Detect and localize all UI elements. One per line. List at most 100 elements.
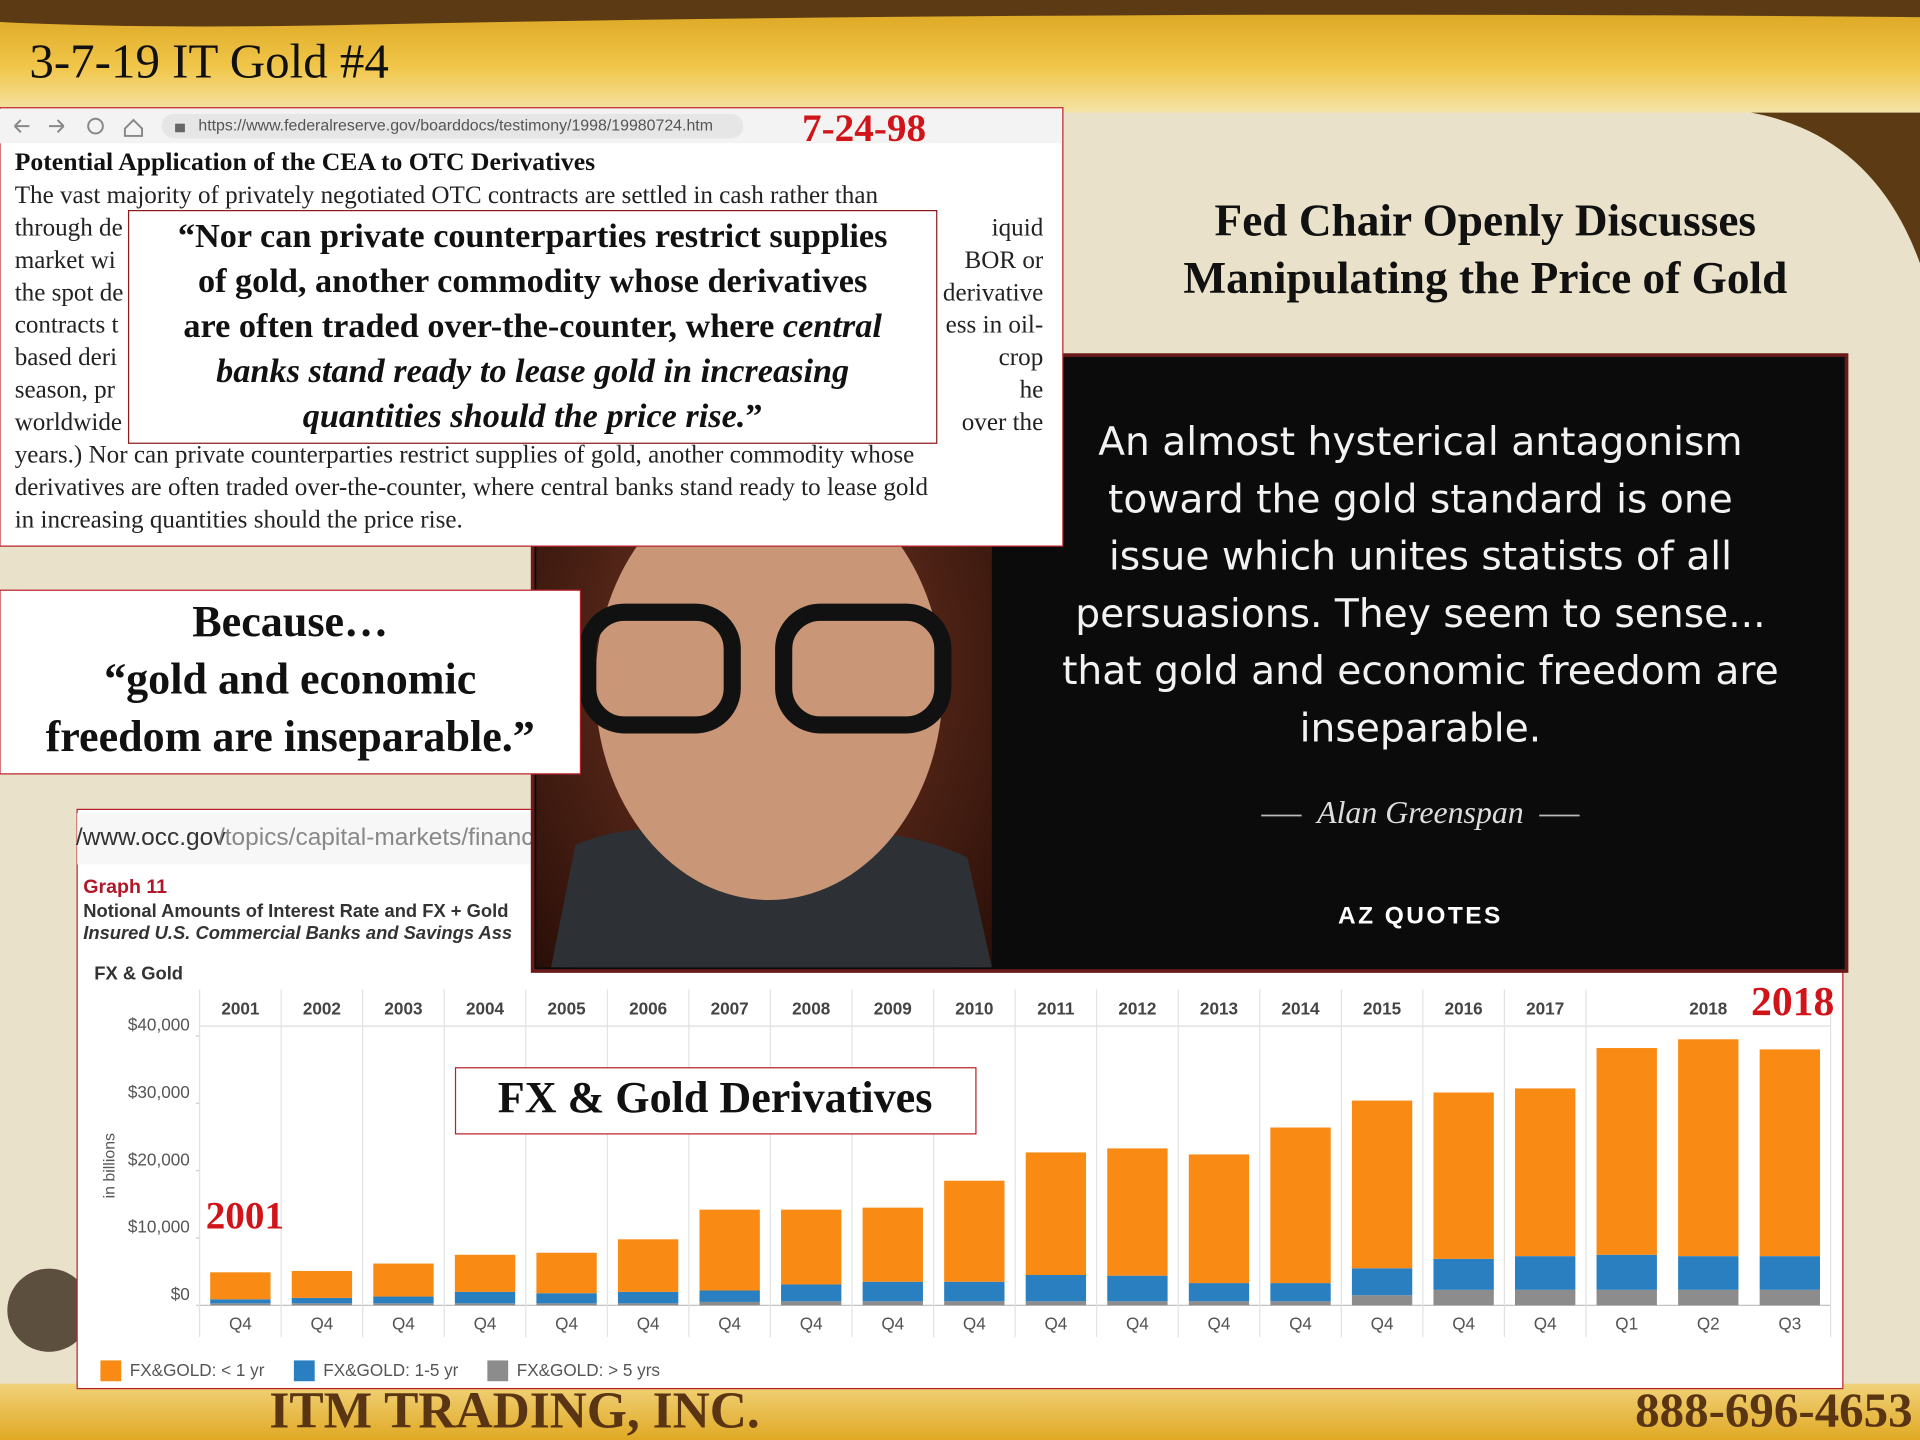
nav-arrows [14,119,65,133]
y-tick-label: $0 [171,1284,190,1304]
section-label: FX & Gold [94,963,183,984]
y-tick-label: $20,000 [128,1149,190,1169]
bar-segment [1270,1301,1331,1306]
bar-segment [1596,1289,1657,1306]
year-label: 2009 [874,999,912,1019]
x-tick-label: Q4 [800,1313,823,1333]
bar-segment [944,1180,1005,1282]
graph-subtitle: Insured U.S. Commercial Banks and Saving… [83,922,512,943]
bar-segment [1351,1295,1413,1306]
y-tick-label: $30,000 [128,1082,190,1102]
doc-text: the spot de [15,279,124,306]
bar-segment [1107,1148,1168,1276]
x-tick-label: Q4 [474,1313,497,1333]
bar-segment [1188,1283,1250,1302]
corner-curve [1751,112,1920,264]
doc-text: worldwide [15,409,122,436]
url-path: /topics/capital-markets/financ [218,824,534,851]
overlay-label: FX & Gold Derivatives [498,1073,933,1122]
legend-label: FX&GOLD: < 1 yr [130,1360,265,1380]
bar-segment [454,1303,516,1306]
card-quote: An almost hysterical antagonism [1098,420,1742,465]
x-tick-label: Q2 [1697,1313,1720,1333]
doc-text: market wi [15,247,116,274]
doc-text: years.) Nor can private counterparties r… [15,442,915,469]
photo-glasses [579,603,741,734]
year-label: 2014 [1281,999,1320,1019]
x-tick-label: Q4 [1534,1313,1557,1333]
x-tick-label: Q4 [1371,1313,1394,1333]
bar-segment [291,1297,353,1304]
doc-text: derivative [943,279,1043,306]
year-label: 2017 [1526,999,1564,1019]
bar-segment [1678,1289,1739,1306]
home-icon [123,118,144,137]
bar-segment [1515,1088,1576,1257]
bar-segment [373,1296,434,1304]
quote-box [127,210,938,444]
bar-segment [862,1207,923,1282]
bar-segment [617,1303,679,1306]
x-tick-label: Q4 [1289,1313,1312,1333]
bar-segment [1759,1256,1821,1290]
bar-segment [210,1303,271,1306]
graph-label: Graph 11 [83,876,167,898]
quote-line: quantities should the price rise.” [303,397,763,435]
because-line: Because… [192,597,388,646]
quote-segment: ” [745,397,762,435]
card-quote: issue which unites statists of all [1109,535,1732,580]
photo-glasses [775,603,952,734]
x-tick-label: Q4 [637,1313,660,1333]
globe-icon [7,1268,91,1352]
year-label: 2013 [1200,999,1238,1019]
bar-segment [1025,1301,1087,1306]
x-tick-label: Q4 [310,1313,333,1333]
doc-text: season, pr [15,377,116,404]
quote-segment: quantities should the price rise. [303,397,746,435]
bar-segment [617,1291,679,1304]
quote-segment: of gold, another commodity whose derivat… [198,262,867,300]
card-quote: toward the gold standard is one [1108,477,1733,522]
year-label: 2016 [1445,999,1483,1019]
x-tick-label: Q3 [1778,1313,1801,1333]
company-name: ITM TRADING, INC. [269,1382,759,1439]
doc-text: crop [999,344,1044,371]
bar-segment [454,1254,516,1292]
footer-band [0,1383,1920,1440]
quote-line: of gold, another commodity whose derivat… [198,262,867,300]
quote-segment: banks stand ready to lease gold in incre… [216,352,849,390]
bar-segment [536,1293,597,1304]
doc-text: ess in oil- [946,312,1044,339]
annotation: 2018 [1751,979,1834,1025]
legend-swatch [100,1360,122,1382]
because-line: freedom are inseparable.” [46,712,535,761]
doc-text: BOR or [964,247,1043,274]
bar-segment [699,1209,760,1291]
bar-segment [944,1281,1005,1302]
year-label: 2004 [466,999,505,1019]
bar-segment [536,1303,597,1306]
year-label: 2018 [1689,999,1727,1019]
url-host: /www.occ.gov [76,824,226,851]
doc-text: through de [15,214,123,241]
card-brand: AZ QUOTES [1338,903,1503,930]
bar-segment [210,1299,271,1304]
bar-segment [210,1272,271,1300]
x-tick-label: Q4 [392,1313,415,1333]
bar-segment [944,1301,1005,1306]
legend-swatch [487,1360,509,1382]
x-tick-label: Q4 [1208,1313,1231,1333]
quote-segment: central [783,307,882,345]
overlay-box [454,1067,977,1135]
card-quote: that gold and economic freedom are [1062,649,1779,694]
header-stripe [0,0,1920,27]
x-tick-label: Q1 [1615,1313,1638,1333]
phone: 888-696-4653 [1635,1383,1912,1438]
bar-segment [1188,1301,1250,1306]
bar-segment [1351,1268,1413,1296]
bar-segment [1759,1289,1821,1306]
url-field [161,113,744,139]
slide-header: 3-7-19 IT Gold #4 [29,33,389,88]
